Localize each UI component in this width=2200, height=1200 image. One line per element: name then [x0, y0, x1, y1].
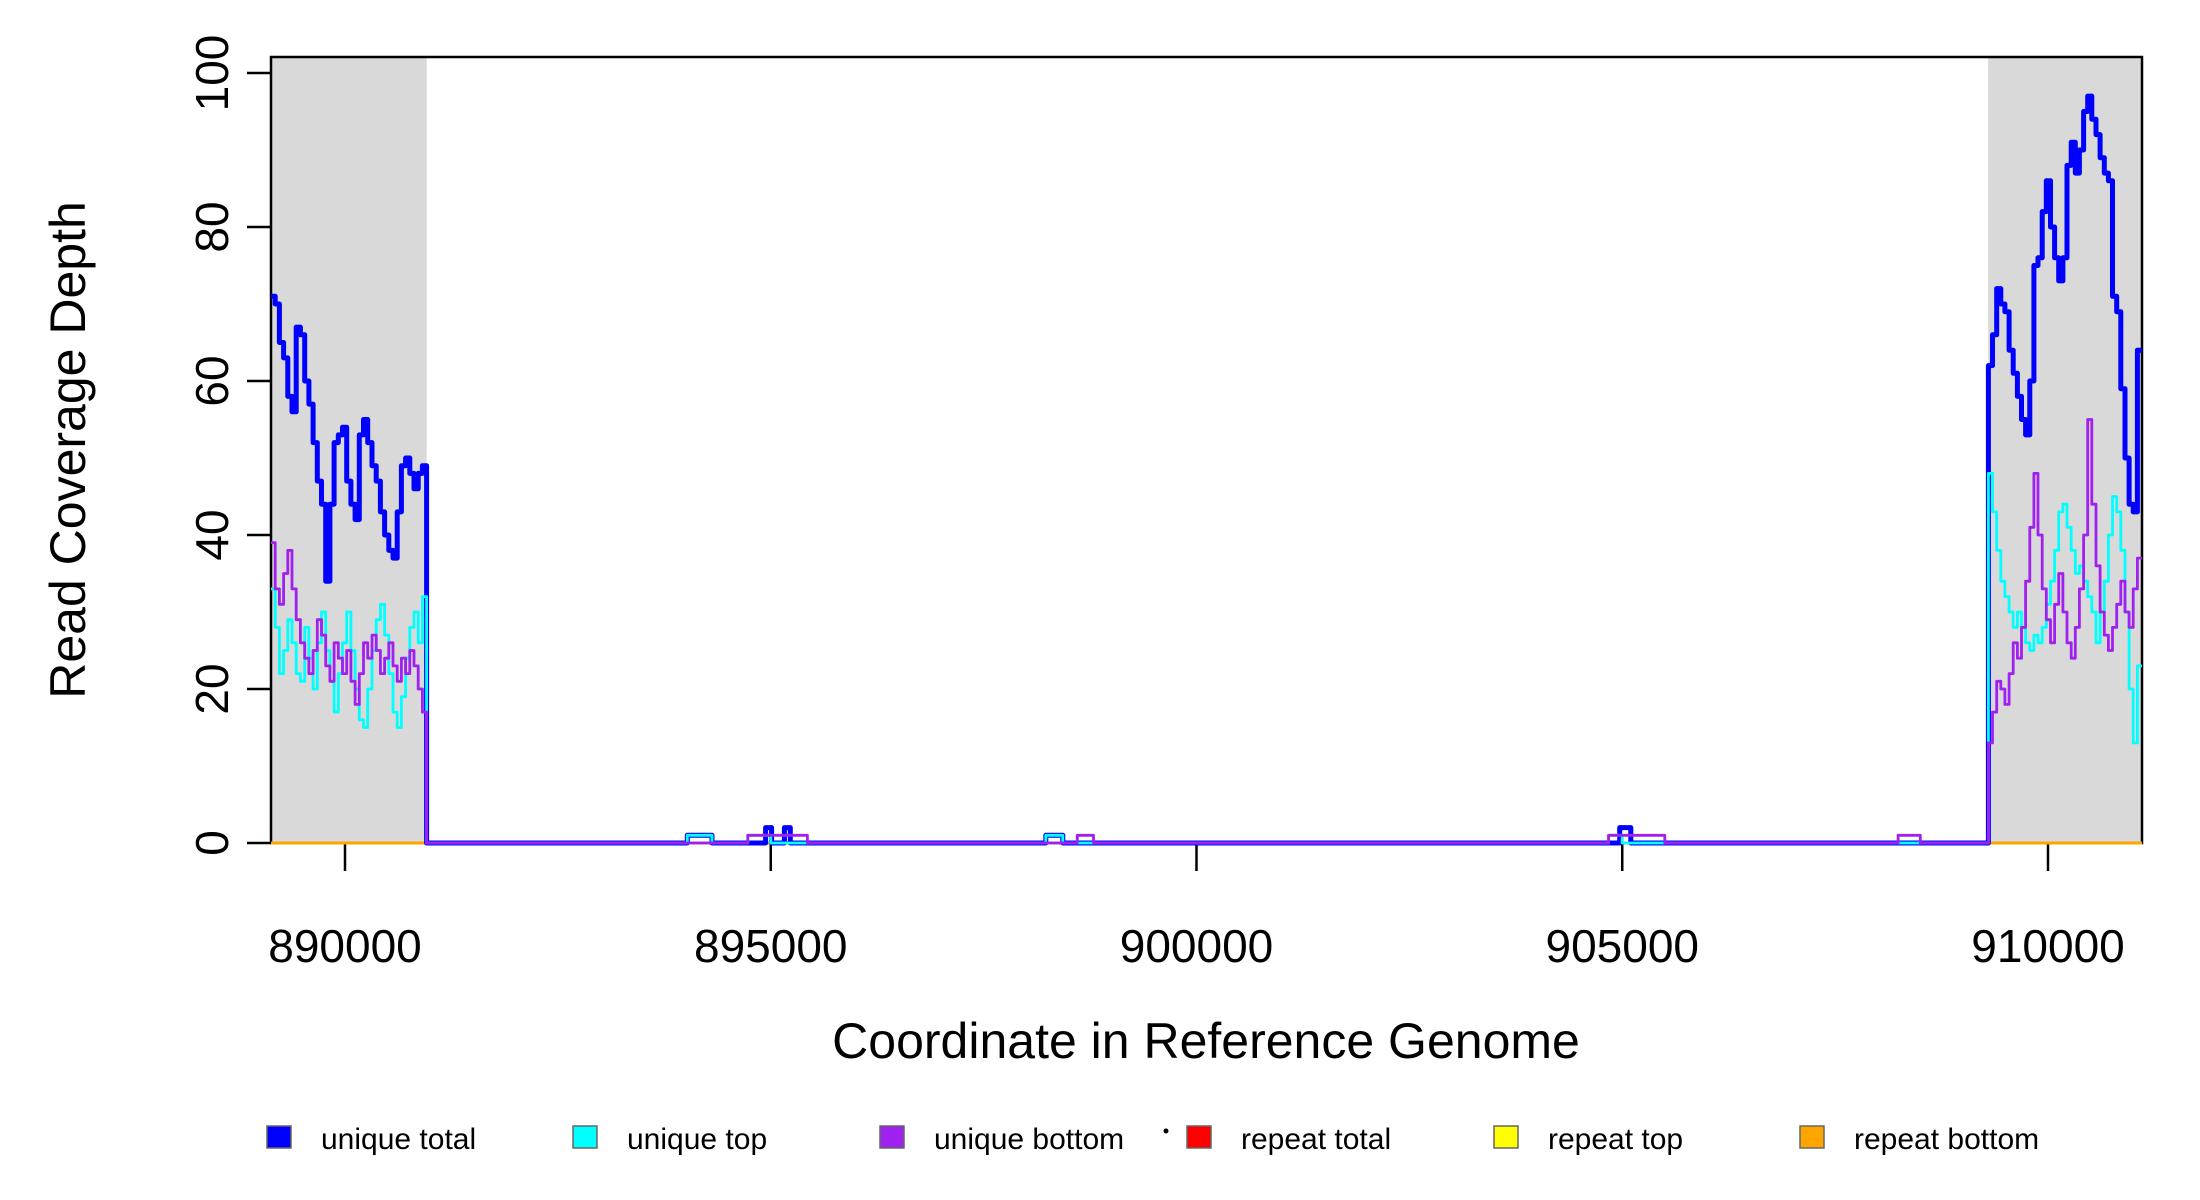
- x-axis-title: Coordinate in Reference Genome: [832, 1013, 1580, 1069]
- x-axis-tick-label: 890000: [268, 920, 422, 972]
- y-axis-tick-label: 40: [186, 509, 238, 560]
- y-axis-title: Read Coverage Depth: [40, 201, 96, 699]
- legend-label-unique-total: unique total: [321, 1123, 476, 1156]
- y-axis-tick-label: 20: [186, 663, 238, 714]
- x-axis-tick-label: 910000: [1971, 920, 2125, 972]
- y-axis-tick-label: 100: [186, 35, 238, 112]
- series-unique-total: [271, 93, 2142, 846]
- legend-swatch-repeat-top: [1493, 1125, 1519, 1149]
- stray-dot: [1163, 1128, 1169, 1134]
- legend-swatch-repeat-total: [1186, 1125, 1212, 1149]
- x-axis-tick-label: 905000: [1545, 920, 1699, 972]
- legend-label-unique-bottom: unique bottom: [934, 1123, 1124, 1156]
- y-axis-tick-label: 60: [186, 355, 238, 406]
- legend-label-repeat-total: repeat total: [1241, 1123, 1391, 1156]
- legend-label-repeat-bottom: repeat bottom: [1854, 1123, 2039, 1156]
- x-axis-tick-label: 895000: [694, 920, 848, 972]
- legend-label-unique-top: unique top: [627, 1123, 767, 1156]
- legend-swatch-unique-bottom: [879, 1125, 905, 1149]
- y-axis-tick-label: 80: [186, 201, 238, 252]
- legend-label-repeat-top: repeat top: [1548, 1123, 1683, 1156]
- x-axis-tick-label: 900000: [1120, 920, 1274, 972]
- legend-swatch-repeat-bottom: [1799, 1125, 1825, 1149]
- legend-swatch-unique-total: [266, 1125, 292, 1149]
- y-axis-tick-label: 0: [186, 830, 238, 856]
- legend-swatch-unique-top: [572, 1125, 598, 1149]
- series-unique-bottom: [271, 418, 2142, 845]
